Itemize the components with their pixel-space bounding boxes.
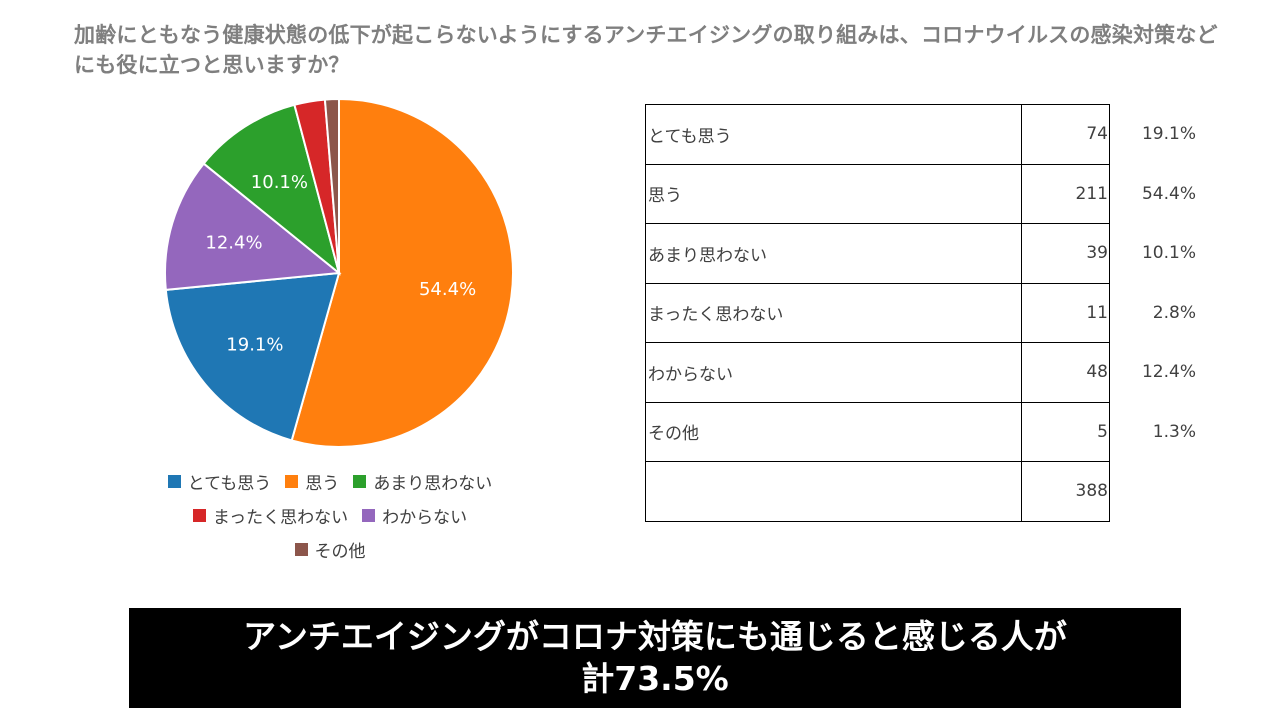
- row-label: わからない: [645, 342, 1022, 403]
- row-label: その他: [645, 401, 1022, 462]
- conclusion-banner: アンチエイジングがコロナ対策にも通じると感じる人が 計73.5%: [129, 608, 1181, 708]
- table-row: あまり思わない 39 10.1%: [645, 223, 1197, 284]
- legend-swatch: [362, 508, 376, 522]
- row-count: 211: [1021, 163, 1110, 224]
- row-count: 39: [1021, 223, 1110, 284]
- legend-swatch: [294, 542, 308, 556]
- table-row: わからない 48 12.4%: [645, 342, 1197, 403]
- legend-label: 思う: [305, 473, 340, 494]
- legend-label: その他: [314, 541, 366, 562]
- legend-item: その他: [294, 537, 366, 562]
- conclusion-line-2: 計73.5%: [581, 659, 729, 698]
- table-row: とても思う 74 19.1%: [645, 104, 1197, 165]
- pie-slice: [164, 162, 342, 291]
- question-title: 加齢にともなう健康状態の低下が起こらないようにするアンチエイジングの取り組みは、…: [74, 23, 1218, 77]
- total-percent: [1110, 462, 1197, 522]
- legend-swatch: [285, 474, 299, 488]
- table-row: まったく思わない 11 2.8%: [645, 282, 1197, 343]
- legend-row: まったく思わない わからない: [130, 498, 530, 532]
- row-label: あまり思わない: [645, 223, 1022, 284]
- legend-label: まったく思わない: [212, 507, 349, 528]
- row-count: 48: [1021, 342, 1110, 403]
- row-percent: 1.3%: [1152, 421, 1196, 442]
- row-percent: 54.4%: [1141, 183, 1196, 204]
- pie-chart: 54.4% 19.1% 12.4% 10.1%: [164, 97, 514, 448]
- legend-swatch: [167, 474, 181, 488]
- row-percent: 2.8%: [1152, 302, 1196, 323]
- table-total-row: 388: [645, 461, 1197, 522]
- row-count: 74: [1021, 104, 1110, 165]
- table-row: 思う 211 54.4%: [645, 163, 1197, 224]
- legend-item: あまり思わない: [353, 469, 492, 494]
- row-label: 思う: [645, 163, 1022, 224]
- pie-slice: [290, 97, 514, 448]
- total-count: 388: [1021, 461, 1110, 522]
- pie-slice: [323, 97, 340, 274]
- legend-item: とても思う: [167, 469, 272, 494]
- row-count: 11: [1021, 282, 1110, 343]
- data-table: とても思う 74 19.1% 思う 211 54.4% あまり思わない 39 10.1% まったく…: [645, 104, 1197, 522]
- legend-row: その他: [130, 532, 530, 566]
- row-percent: 10.1%: [1141, 243, 1196, 264]
- legend-label: わからない: [382, 507, 468, 528]
- legend-label: とても思う: [187, 473, 272, 494]
- row-count: 5: [1021, 401, 1110, 462]
- total-label: [645, 461, 1022, 522]
- legend-item: わからない: [362, 503, 467, 528]
- pie-slice-label: 54.4%: [419, 279, 476, 300]
- conclusion-line-1: アンチエイジングがコロナ対策にも通じると感じる人が: [243, 617, 1067, 656]
- legend-label: あまり思わない: [373, 473, 493, 494]
- legend-item: 思う: [285, 469, 339, 494]
- legend-swatch: [353, 474, 367, 488]
- row-percent: 19.1%: [1141, 124, 1196, 145]
- legend-row: とても思う 思う あまり思わない: [130, 464, 530, 498]
- chart-legend: とても思う 思う あまり思わないまったく思わない わからない その他: [130, 464, 530, 566]
- pie-slice-label: 10.1%: [251, 172, 308, 193]
- legend-item: まったく思わない: [192, 503, 349, 528]
- row-label: とても思う: [645, 104, 1022, 165]
- pie-slice-label: 12.4%: [205, 232, 262, 253]
- legend-swatch: [192, 508, 206, 522]
- table-row: その他 5 1.3%: [645, 401, 1197, 462]
- pie-slice: [164, 271, 341, 442]
- row-percent: 12.4%: [1141, 362, 1196, 383]
- row-label: まったく思わない: [645, 282, 1022, 343]
- pie-slice-label: 19.1%: [226, 334, 283, 355]
